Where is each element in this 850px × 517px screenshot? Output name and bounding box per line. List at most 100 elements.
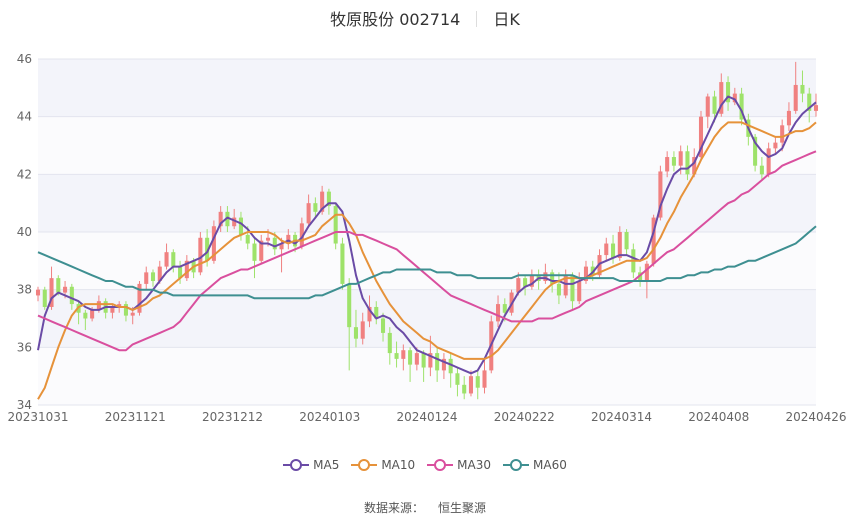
candle bbox=[468, 370, 474, 397]
source-name: 恒生聚源 bbox=[438, 501, 487, 515]
candle bbox=[435, 347, 440, 382]
candle-body bbox=[766, 148, 771, 175]
candle-body bbox=[286, 234, 291, 244]
candle bbox=[340, 237, 345, 290]
candle-body bbox=[150, 272, 156, 282]
candle bbox=[421, 350, 426, 382]
x-tick-label: 20231031 bbox=[7, 410, 68, 424]
candle-body bbox=[367, 306, 372, 322]
y-tick-label: 44 bbox=[17, 110, 32, 124]
candle-body bbox=[306, 203, 311, 224]
ma-line-ma10 bbox=[37, 121, 817, 400]
candle bbox=[360, 312, 365, 345]
candle bbox=[232, 208, 237, 230]
candle-body bbox=[583, 266, 589, 282]
candle bbox=[705, 93, 710, 129]
candle bbox=[482, 358, 487, 394]
candle-body bbox=[157, 266, 162, 282]
y-tick-label: 38 bbox=[17, 283, 32, 297]
candle-body bbox=[164, 252, 169, 267]
candle-body bbox=[144, 272, 149, 284]
candle bbox=[218, 206, 223, 232]
candle-body bbox=[49, 278, 54, 307]
candle-body bbox=[455, 373, 460, 385]
candle-body bbox=[184, 260, 189, 279]
candle bbox=[178, 260, 183, 284]
candle bbox=[313, 197, 318, 218]
legend-item-ma30[interactable]: MA30 bbox=[427, 458, 491, 472]
candle-body bbox=[414, 353, 419, 365]
candle-body bbox=[441, 358, 446, 371]
plot-band bbox=[38, 59, 816, 117]
candle-body bbox=[793, 84, 798, 111]
y-tick-label: 42 bbox=[17, 167, 32, 181]
candle bbox=[198, 232, 203, 276]
candle-body bbox=[665, 157, 670, 172]
candle bbox=[759, 157, 764, 181]
candle-body bbox=[692, 157, 697, 175]
candle-body bbox=[617, 232, 622, 258]
candle-body bbox=[550, 272, 555, 284]
candle-body bbox=[380, 318, 386, 333]
candle-body bbox=[671, 157, 676, 166]
stock-name: 牧原股份 002714 bbox=[330, 10, 461, 29]
candle-body bbox=[232, 217, 237, 227]
candle bbox=[387, 327, 392, 365]
candle-body bbox=[69, 286, 74, 305]
moving-average-lines bbox=[37, 95, 817, 400]
plot-band bbox=[38, 347, 816, 405]
source-label: 数据来源： bbox=[363, 501, 424, 515]
x-axis: 20231031 20231121 20231212 20240103 20240124… bbox=[7, 410, 846, 424]
candle bbox=[353, 309, 358, 348]
candle bbox=[780, 119, 785, 152]
legend-item-ma10[interactable]: MA10 bbox=[351, 458, 415, 472]
title-divider bbox=[476, 11, 478, 27]
candle-body bbox=[313, 203, 318, 212]
candle-body bbox=[685, 151, 690, 175]
candle-body bbox=[211, 226, 216, 261]
ma-line-ma60 bbox=[37, 225, 817, 300]
candle-body bbox=[516, 278, 521, 293]
candle-body bbox=[340, 243, 345, 284]
candle bbox=[698, 110, 704, 160]
candle bbox=[380, 312, 386, 342]
candle bbox=[347, 278, 352, 371]
legend-item-ma5[interactable]: MA5 bbox=[283, 458, 339, 472]
candle-body bbox=[678, 151, 683, 166]
candle-body bbox=[96, 301, 101, 310]
candle bbox=[225, 206, 230, 232]
candle bbox=[150, 269, 156, 287]
candle-body bbox=[347, 283, 352, 328]
candle-body bbox=[279, 243, 284, 250]
legend-label: MA5 bbox=[313, 458, 340, 472]
candle bbox=[651, 214, 656, 267]
candle-body bbox=[272, 237, 277, 250]
x-tick-label: 20240408 bbox=[688, 410, 749, 424]
legend-item-ma60[interactable]: MA60 bbox=[503, 458, 567, 472]
candle bbox=[448, 353, 453, 388]
candle-body bbox=[807, 93, 812, 111]
candle-body bbox=[117, 304, 122, 307]
candle-body bbox=[475, 376, 480, 388]
candle-body bbox=[529, 275, 534, 287]
candle bbox=[49, 266, 54, 310]
candle-body bbox=[759, 165, 764, 175]
candle-body bbox=[252, 243, 257, 261]
candle-body bbox=[238, 217, 243, 235]
y-tick-label: 40 bbox=[17, 225, 32, 239]
candle bbox=[644, 260, 649, 299]
candle-body bbox=[394, 353, 399, 359]
candle bbox=[259, 234, 264, 264]
candle-body bbox=[462, 384, 467, 394]
candle bbox=[739, 87, 744, 126]
candle-body bbox=[786, 110, 791, 126]
x-tick-label: 20240314 bbox=[591, 410, 652, 424]
legend: MA5 MA10 MA30 MA60 bbox=[0, 458, 850, 475]
candle-body bbox=[387, 332, 392, 354]
legend-marker-icon bbox=[351, 459, 378, 471]
candle-body bbox=[719, 82, 724, 114]
y-axis: 34 36 38 40 42 44 46 bbox=[17, 52, 32, 412]
candle bbox=[374, 301, 379, 325]
candle bbox=[123, 301, 128, 322]
